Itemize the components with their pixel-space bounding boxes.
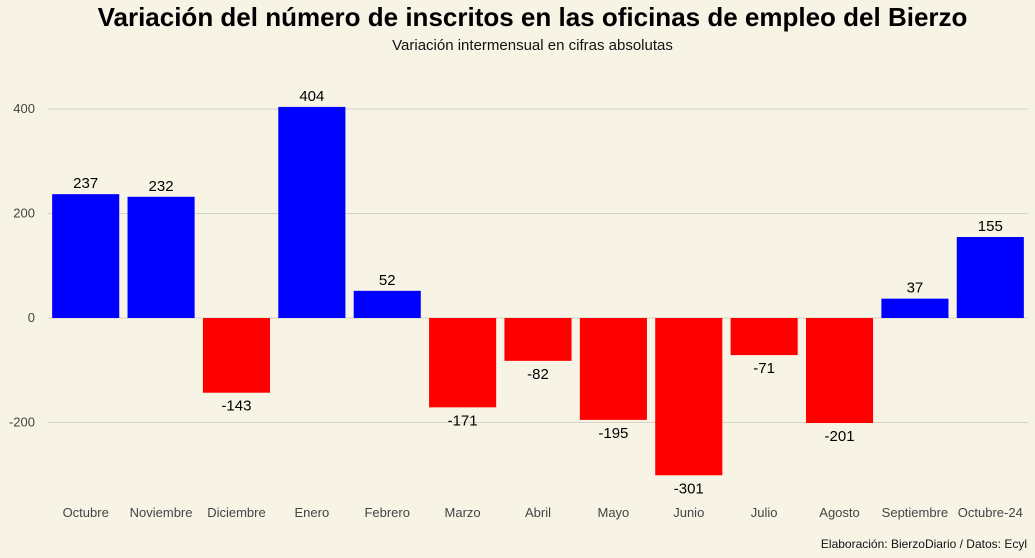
data-label: 232 bbox=[149, 178, 174, 195]
y-tick-label: 400 bbox=[13, 101, 35, 116]
bar bbox=[730, 318, 798, 356]
bar bbox=[353, 290, 421, 318]
bar bbox=[127, 196, 195, 318]
bar bbox=[956, 237, 1024, 318]
x-tick-label: Marzo bbox=[445, 505, 481, 520]
x-tick-label: Septiembre bbox=[882, 505, 948, 520]
x-tick-label: Diciembre bbox=[207, 505, 266, 520]
data-label: -171 bbox=[448, 412, 478, 429]
x-tick-label: Abril bbox=[525, 505, 551, 520]
x-tick-label: Febrero bbox=[364, 505, 410, 520]
data-label: -195 bbox=[598, 425, 628, 442]
data-label: -301 bbox=[674, 480, 704, 497]
data-label: 404 bbox=[299, 88, 324, 105]
bar bbox=[278, 106, 346, 318]
x-tick-label: Julio bbox=[751, 505, 778, 520]
data-label: 52 bbox=[379, 272, 396, 289]
bar bbox=[504, 318, 572, 361]
y-tick-label: -200 bbox=[9, 415, 35, 430]
x-tick-label: Junio bbox=[673, 505, 704, 520]
x-tick-label: Agosto bbox=[819, 505, 859, 520]
bar bbox=[202, 318, 271, 393]
bar bbox=[881, 298, 949, 318]
data-label: -201 bbox=[825, 428, 855, 445]
data-label: -82 bbox=[527, 366, 549, 383]
data-label: 155 bbox=[978, 218, 1003, 235]
y-tick-label: 200 bbox=[13, 206, 35, 221]
data-label: -71 bbox=[753, 360, 775, 377]
chart-subtitle: Variación intermensual en cifras absolut… bbox=[392, 37, 673, 54]
bar bbox=[655, 318, 723, 476]
x-tick-label: Octubre bbox=[63, 505, 109, 520]
y-tick-label: 0 bbox=[28, 310, 35, 325]
chart-title: Variación del número de inscritos en las… bbox=[97, 2, 968, 32]
bar bbox=[579, 318, 647, 420]
x-tick-label: Mayo bbox=[597, 505, 629, 520]
x-tick-label: Octubre-24 bbox=[958, 505, 1023, 520]
bar bbox=[52, 194, 120, 318]
data-label: 37 bbox=[907, 280, 924, 297]
x-tick-label: Enero bbox=[294, 505, 329, 520]
x-tick-label: Noviembre bbox=[130, 505, 193, 520]
bar bbox=[805, 318, 874, 424]
data-label: -143 bbox=[221, 398, 251, 415]
data-label: 237 bbox=[73, 175, 98, 192]
bar bbox=[429, 318, 497, 408]
chart-caption: Elaboración: BierzoDiario / Datos: Ecyl bbox=[820, 537, 1027, 551]
